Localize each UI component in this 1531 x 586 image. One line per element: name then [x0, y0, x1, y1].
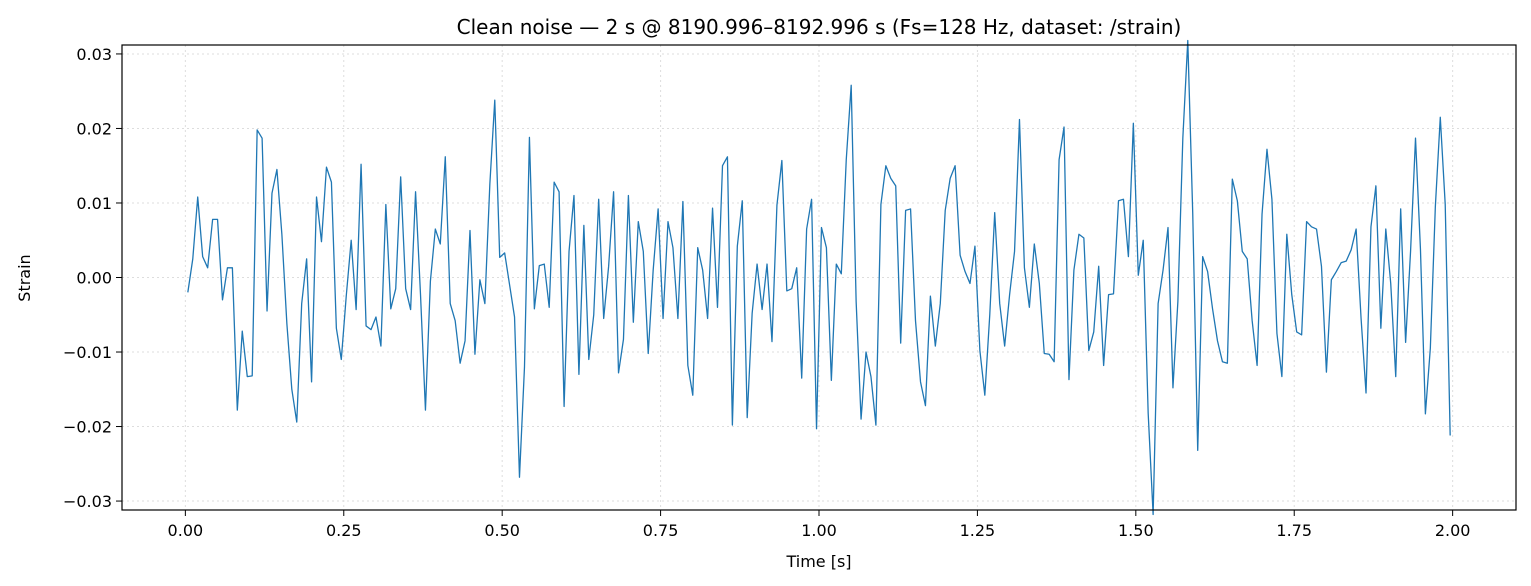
y-tick-label: −0.03 [63, 492, 112, 511]
y-tick-label: −0.02 [63, 418, 112, 437]
x-axis-label: Time [s] [785, 552, 851, 571]
x-axis-ticks: 0.00 0.25 0.50 0.75 1.00 1.25 1.50 1.75 2.00 [168, 510, 1471, 540]
x-tick-label: 1.75 [1276, 521, 1312, 540]
x-tick-label: 0.25 [326, 521, 362, 540]
y-tick-label: 0.01 [76, 194, 112, 213]
y-tick-label: 0.00 [76, 269, 112, 288]
y-axis-label: Strain [15, 254, 34, 301]
y-tick-label: 0.03 [76, 45, 112, 64]
x-tick-label: 1.50 [1118, 521, 1154, 540]
series-line-0 [187, 39, 1451, 516]
y-tick-label: −0.01 [63, 343, 112, 362]
series-layer [187, 39, 1451, 516]
x-tick-label: 0.50 [484, 521, 520, 540]
x-tick-label: 0.00 [168, 521, 204, 540]
y-tick-label: 0.02 [76, 119, 112, 138]
x-tick-label: 1.25 [960, 521, 996, 540]
grid-lines [122, 45, 1516, 510]
chart-title: Clean noise — 2 s @ 8190.996–8192.996 s … [457, 15, 1182, 39]
x-tick-label: 1.00 [801, 521, 837, 540]
y-axis-ticks: 0.03 0.02 0.01 0.00 −0.01 −0.02 −0.03 [63, 45, 122, 511]
x-tick-label: 2.00 [1435, 521, 1471, 540]
x-tick-label: 0.75 [643, 521, 679, 540]
